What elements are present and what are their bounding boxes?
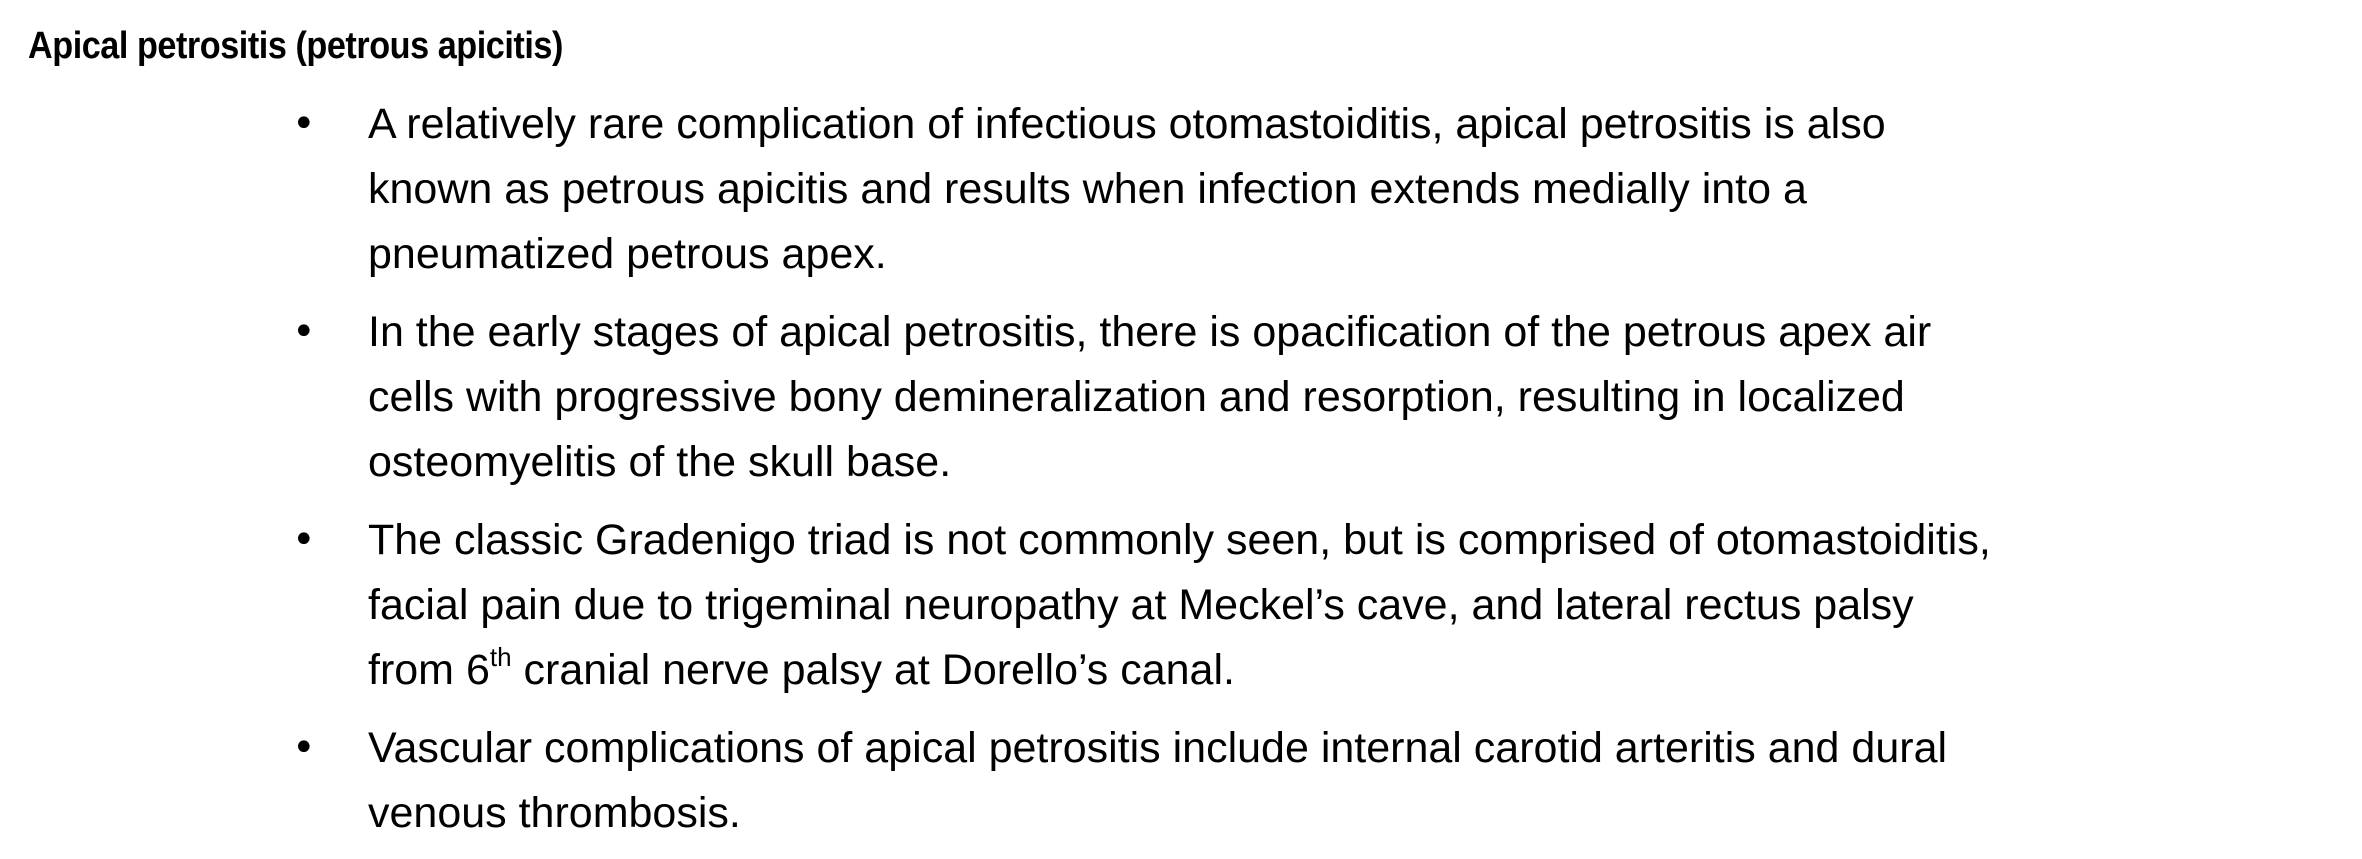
text-line: In the early stages of apical petrositis… (368, 308, 1932, 356)
bullet-icon: • (292, 517, 316, 563)
section-title: Apical petrositis (petrous apicitis) (28, 25, 563, 67)
bullet-item-1: • A relatively rare complication of infe… (0, 92, 2298, 287)
bullet-text: The classic Gradenigo triad is not commo… (368, 508, 2298, 703)
text-fragment: from 6 (368, 646, 490, 694)
bullet-text: A relatively rare complication of infect… (368, 92, 2298, 287)
ordinal-superscript: th (489, 642, 512, 672)
text-line: cells with progressive bony demineraliza… (368, 373, 1905, 421)
text-line: osteomyelitis of the skull base. (368, 438, 952, 486)
bullet-icon: • (292, 725, 316, 771)
bullet-text: In the early stages of apical petrositis… (368, 300, 2298, 495)
text-line: A relatively rare complication of infect… (368, 100, 1886, 148)
bullet-text: Vascular complications of apical petrosi… (368, 716, 2298, 846)
text-fragment: cranial nerve palsy at Dorello’s canal. (511, 646, 1235, 694)
text-line: venous thrombosis. (368, 789, 741, 837)
bullet-icon: • (292, 101, 316, 147)
bullet-item-2: • In the early stages of apical petrosit… (0, 300, 2298, 495)
bullet-item-3: • The classic Gradenigo triad is not com… (0, 508, 2298, 703)
text-line: The classic Gradenigo triad is not commo… (368, 516, 1991, 564)
text-line: Vascular complications of apical petrosi… (368, 724, 1948, 772)
text-line: facial pain due to trigeminal neuropathy… (368, 581, 1914, 629)
text-line: known as petrous apicitis and results wh… (368, 165, 1807, 213)
text-line: pneumatized petrous apex. (368, 230, 887, 278)
bullet-item-4: • Vascular complications of apical petro… (0, 716, 2298, 846)
text-line-with-superscript: from 6th cranial nerve palsy at Dorello’… (368, 638, 2298, 703)
bullet-list: • A relatively rare complication of infe… (0, 92, 2362, 859)
bullet-icon: • (292, 309, 316, 355)
